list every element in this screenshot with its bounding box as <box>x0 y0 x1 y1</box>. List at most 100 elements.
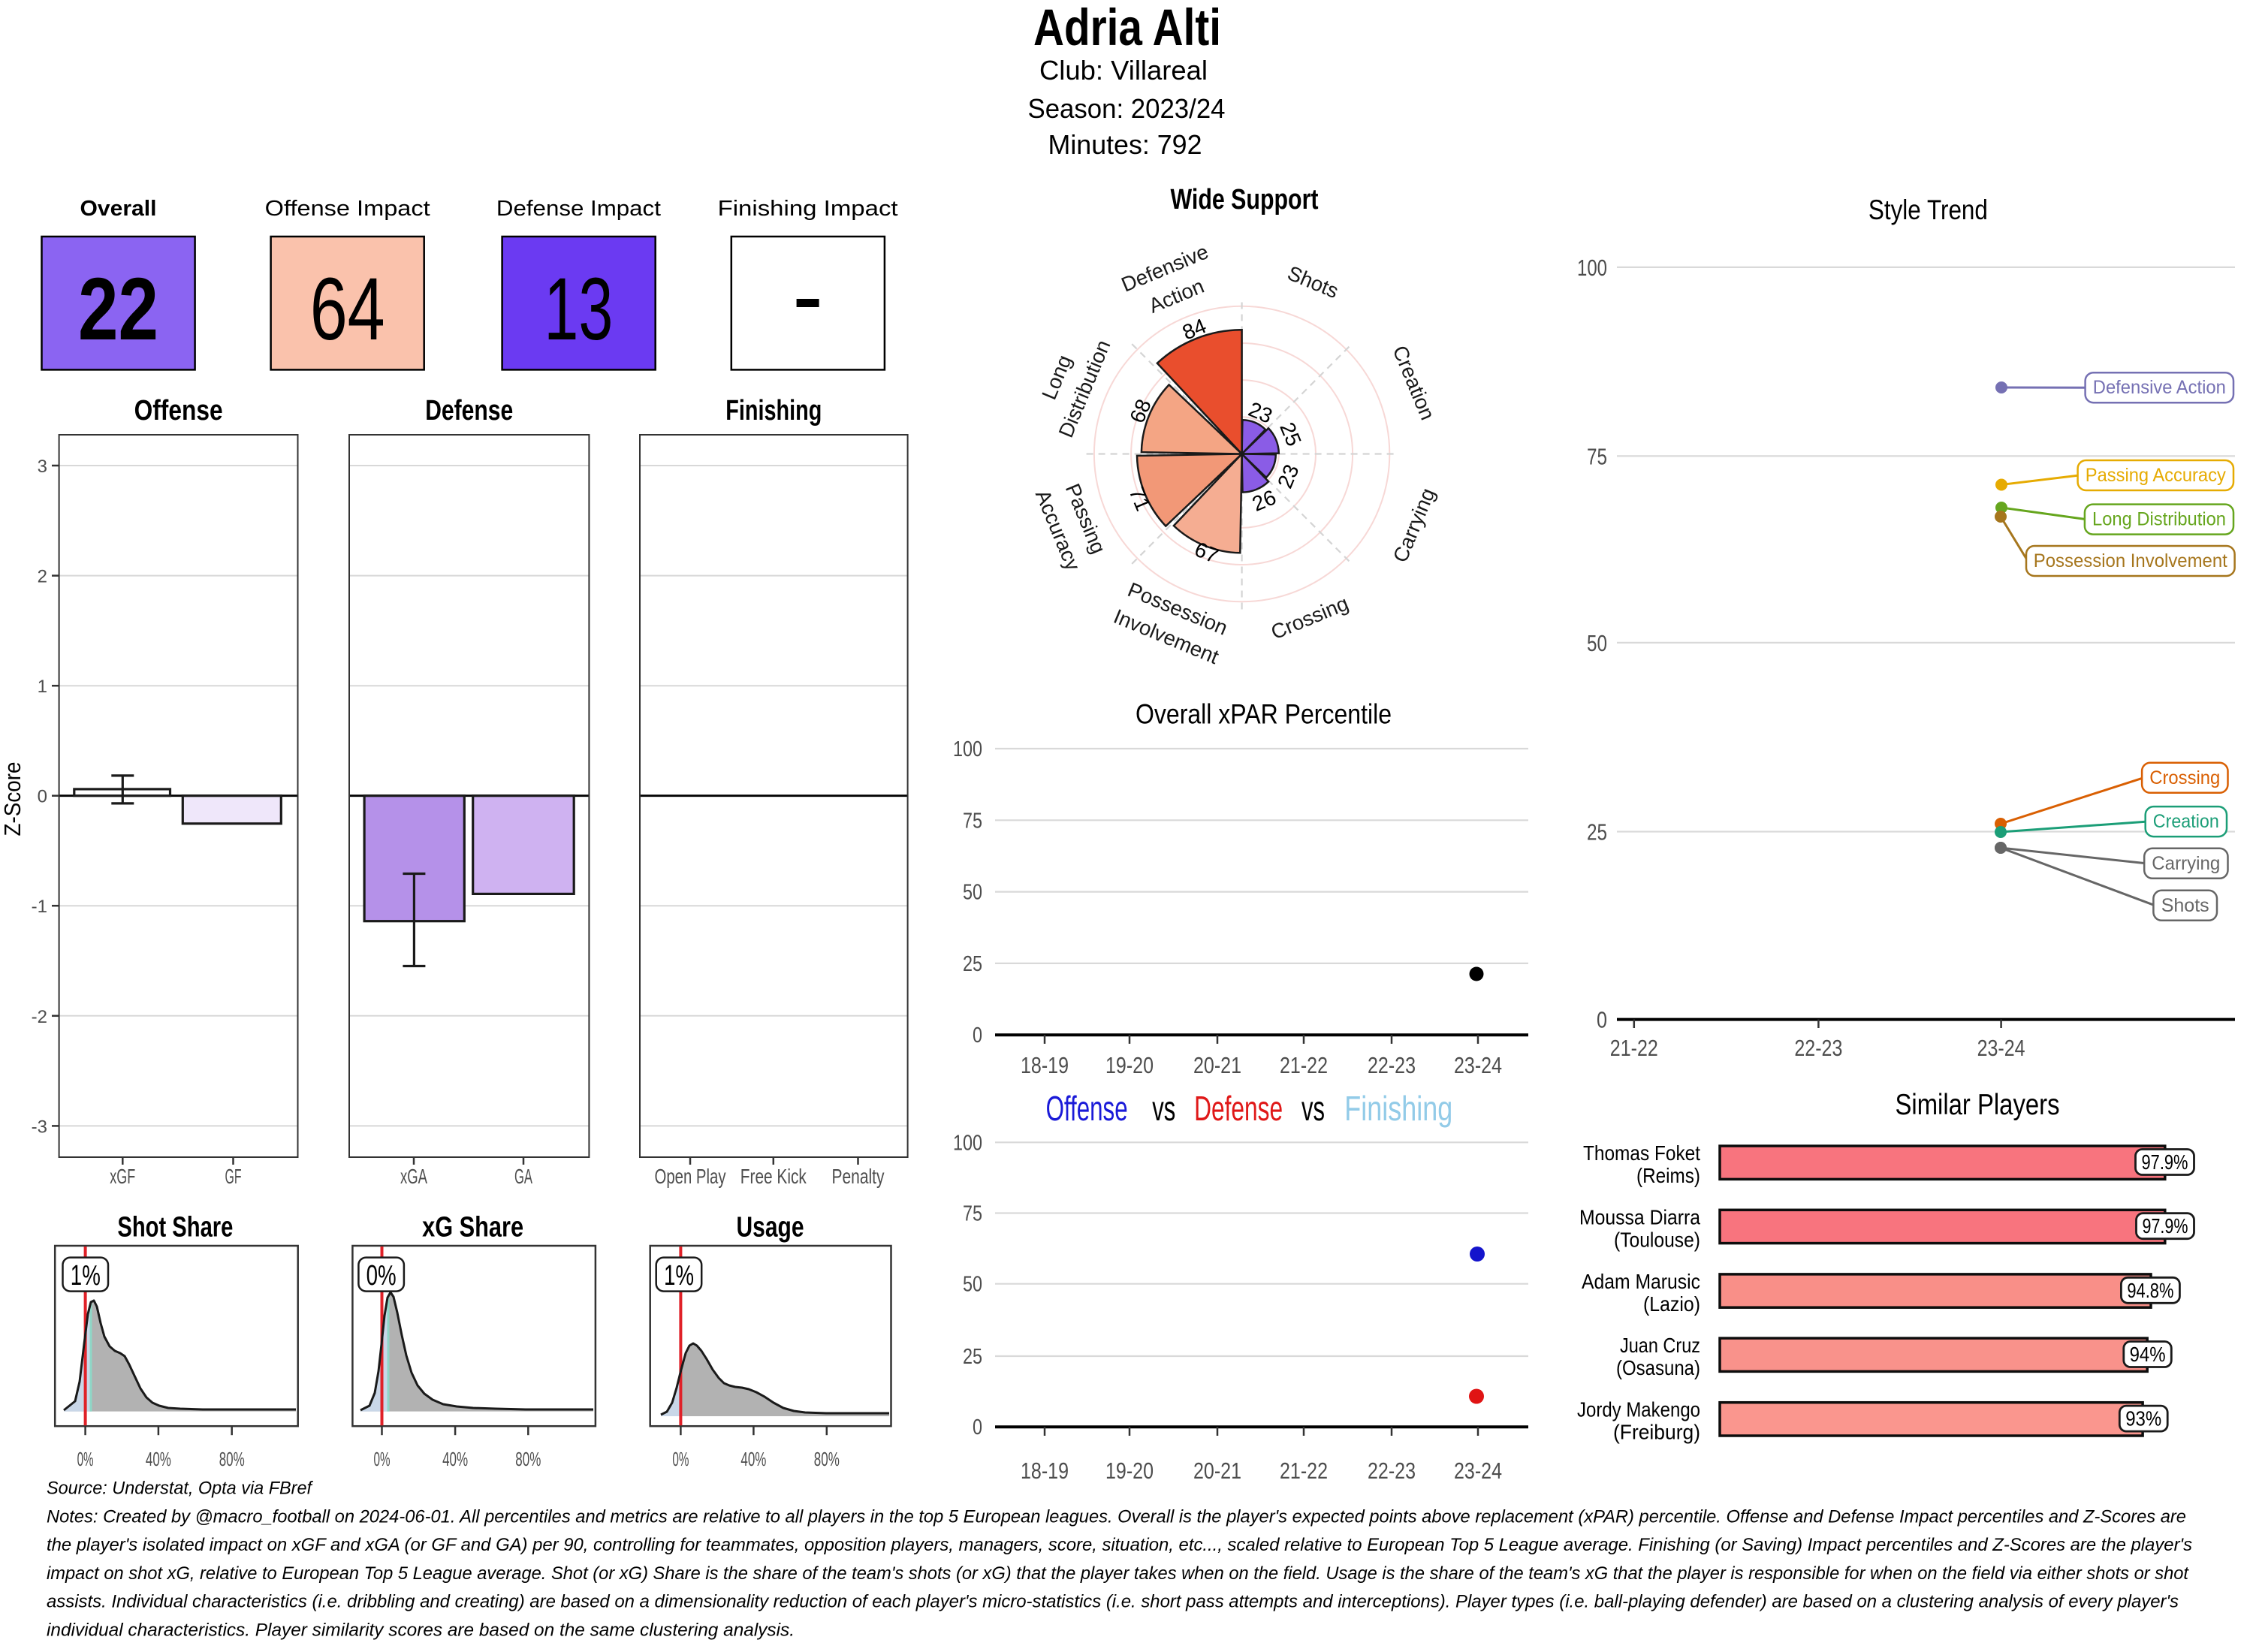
svg-text:Overall: Overall <box>80 197 157 221</box>
svg-text:Style Trend: Style Trend <box>1868 194 1988 225</box>
svg-text:23-24: 23-24 <box>1454 1052 1502 1078</box>
svg-text:(Freiburg): (Freiburg) <box>1613 1421 1700 1444</box>
svg-text:-1: -1 <box>32 897 47 917</box>
svg-text:Penalty: Penalty <box>832 1165 885 1188</box>
svg-text:Shot Share: Shot Share <box>117 1212 233 1244</box>
svg-text:0%: 0% <box>672 1448 689 1470</box>
svg-text:Offense: Offense <box>1046 1089 1128 1128</box>
svg-text:Passing Accuracy: Passing Accuracy <box>2086 465 2226 486</box>
svg-text:Carrying: Carrying <box>2152 853 2220 874</box>
svg-text:97.9%: 97.9% <box>2142 1150 2188 1174</box>
svg-text:21-22: 21-22 <box>1280 1052 1328 1078</box>
svg-text:Wide Support: Wide Support <box>1171 184 1319 216</box>
svg-text:Jordy Makengo: Jordy Makengo <box>1577 1398 1700 1421</box>
svg-text:GF: GF <box>225 1165 242 1188</box>
svg-text:Offense Impact: Offense Impact <box>265 197 430 221</box>
svg-text:Notes: Created by @macro_footb: Notes: Created by @macro_football on 202… <box>47 1506 2186 1527</box>
svg-text:50: 50 <box>963 1273 982 1297</box>
svg-text:100: 100 <box>1577 255 1607 281</box>
svg-text:25: 25 <box>1587 819 1607 846</box>
svg-text:75: 75 <box>963 809 982 833</box>
svg-text:xGF: xGF <box>110 1165 135 1188</box>
svg-text:Source: Understat, Opta via FB: Source: Understat, Opta via FBref <box>47 1479 313 1499</box>
svg-text:21-22: 21-22 <box>1610 1035 1658 1061</box>
svg-text:Overall xPAR Percentile: Overall xPAR Percentile <box>1136 698 1392 729</box>
svg-text:assists. Individual characteri: assists. Individual characteristics (i.e… <box>47 1592 2179 1612</box>
svg-text:50: 50 <box>1587 630 1607 656</box>
svg-text:40%: 40% <box>442 1448 468 1470</box>
svg-text:Thomas Foket: Thomas Foket <box>1583 1141 1700 1165</box>
svg-text:18-19: 18-19 <box>1021 1052 1069 1078</box>
svg-text:100: 100 <box>953 737 982 761</box>
svg-text:Juan Cruz: Juan Cruz <box>1620 1334 1700 1357</box>
svg-text:23-24: 23-24 <box>1977 1035 2025 1061</box>
svg-text:(Toulouse): (Toulouse) <box>1614 1228 1700 1251</box>
svg-text:75: 75 <box>1587 443 1607 469</box>
svg-text:Z-Score: Z-Score <box>0 762 26 837</box>
svg-text:Finishing: Finishing <box>725 395 822 427</box>
svg-text:40%: 40% <box>146 1448 171 1470</box>
svg-text:94%: 94% <box>2130 1343 2166 1366</box>
svg-text:the player's isolated impact o: the player's isolated impact on xGF and … <box>47 1535 2192 1555</box>
svg-text:19-20: 19-20 <box>1105 1458 1154 1484</box>
svg-text:20-21: 20-21 <box>1193 1458 1241 1484</box>
svg-text:18-19: 18-19 <box>1021 1458 1069 1484</box>
svg-text:Defense Impact: Defense Impact <box>496 197 661 221</box>
svg-text:xGA: xGA <box>400 1165 427 1188</box>
svg-text:0%: 0% <box>374 1448 391 1470</box>
svg-text:Crossing: Crossing <box>2149 767 2220 788</box>
svg-text:vs: vs <box>1301 1089 1325 1128</box>
svg-text:3: 3 <box>38 457 47 477</box>
svg-text:19-20: 19-20 <box>1105 1052 1154 1078</box>
svg-text:Offense: Offense <box>134 395 223 427</box>
svg-text:0: 0 <box>973 1023 982 1048</box>
svg-text:93%: 93% <box>2125 1407 2161 1430</box>
svg-text:xG Share: xG Share <box>422 1212 523 1244</box>
svg-text:Shots: Shots <box>2161 895 2209 916</box>
svg-text:1%: 1% <box>664 1260 694 1292</box>
svg-text:Free Kick: Free Kick <box>740 1165 807 1188</box>
svg-text:22-23: 22-23 <box>1368 1458 1416 1484</box>
svg-text:80%: 80% <box>219 1448 245 1470</box>
svg-text:21-22: 21-22 <box>1280 1458 1328 1484</box>
svg-text:impact on shot xG, relative to: impact on shot xG, relative to European … <box>47 1563 2189 1584</box>
svg-text:-2: -2 <box>32 1007 47 1027</box>
svg-text:Adam Marusic: Adam Marusic <box>1582 1270 1700 1293</box>
svg-text:80%: 80% <box>814 1448 840 1470</box>
svg-text:Similar Players: Similar Players <box>1896 1089 2060 1121</box>
svg-text:(Reims): (Reims) <box>1636 1164 1700 1187</box>
svg-text:Possession Involvement: Possession Involvement <box>2034 550 2227 571</box>
svg-text:Moussa Diarra: Moussa Diarra <box>1579 1205 1700 1228</box>
svg-text:Adria Alti: Adria Alti <box>1033 0 1221 56</box>
svg-text:Open Play: Open Play <box>655 1165 726 1188</box>
svg-text:22-23: 22-23 <box>1368 1052 1416 1078</box>
svg-text:Season: 2023/24: Season: 2023/24 <box>1028 93 1226 124</box>
svg-text:GA: GA <box>514 1165 532 1188</box>
svg-text:0: 0 <box>973 1415 982 1439</box>
svg-text:40%: 40% <box>740 1448 766 1470</box>
svg-text:Defense: Defense <box>1194 1089 1283 1128</box>
svg-text:22-23: 22-23 <box>1794 1035 1842 1061</box>
svg-text:Club: Villareal: Club: Villareal <box>1039 55 1208 86</box>
svg-text:25: 25 <box>963 1345 982 1369</box>
svg-text:25: 25 <box>963 952 982 976</box>
svg-text:80%: 80% <box>515 1448 541 1470</box>
svg-text:-3: -3 <box>32 1117 47 1137</box>
svg-text:Minutes: 792: Minutes: 792 <box>1048 129 1202 160</box>
svg-text:100: 100 <box>953 1131 982 1155</box>
svg-text:Defense: Defense <box>425 395 513 427</box>
svg-text:Usage: Usage <box>737 1212 804 1244</box>
svg-text:Defensive Action: Defensive Action <box>2093 377 2226 398</box>
svg-text:1: 1 <box>38 677 47 697</box>
svg-text:Finishing: Finishing <box>1344 1089 1452 1128</box>
svg-text:Long Distribution: Long Distribution <box>2092 509 2226 530</box>
svg-text:50: 50 <box>963 881 982 905</box>
svg-text:vs: vs <box>1152 1089 1175 1128</box>
svg-text:0: 0 <box>38 787 47 807</box>
svg-text:0%: 0% <box>77 1448 94 1470</box>
svg-text:20-21: 20-21 <box>1193 1052 1241 1078</box>
svg-text:0: 0 <box>1597 1007 1607 1033</box>
svg-text:0%: 0% <box>366 1260 397 1292</box>
svg-text:23-24: 23-24 <box>1454 1458 1502 1484</box>
svg-text:94.8%: 94.8% <box>2127 1279 2173 1302</box>
